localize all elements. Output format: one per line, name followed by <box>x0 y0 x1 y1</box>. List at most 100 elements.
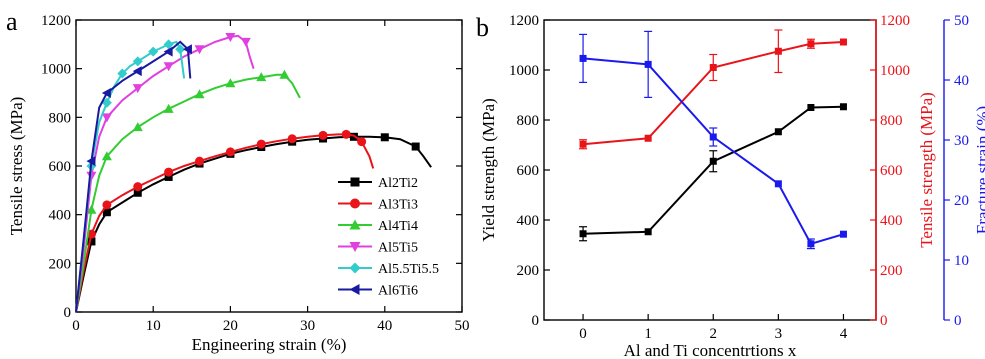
data-point <box>807 40 815 48</box>
series-line <box>75 135 432 313</box>
legend-label: Al6Ti6 <box>378 284 418 299</box>
y-tick-label: 1200 <box>41 13 71 29</box>
series-line <box>75 40 192 313</box>
legend-entry: Al4Ti4 <box>338 219 418 234</box>
series-right2 <box>579 30 847 250</box>
data-point <box>774 180 782 188</box>
legend-label: Al4Ti4 <box>378 219 418 234</box>
legend-entry: Al2Ti2 <box>338 176 418 191</box>
series-Al6Ti6 <box>75 40 192 313</box>
fracture-tick-label: 0 <box>954 313 962 329</box>
data-point <box>117 68 128 79</box>
data-point <box>132 66 142 77</box>
legend-marker <box>349 284 360 295</box>
panel-b-left-y-axis-label: Yield strength (MPa) <box>479 98 498 242</box>
series-line <box>75 73 301 313</box>
fracture-tick-label: 30 <box>954 133 969 149</box>
data-point <box>709 133 717 141</box>
y-tick-label: 600 <box>49 159 72 175</box>
legend-label: Al2Ti2 <box>378 176 418 191</box>
data-point <box>175 44 186 55</box>
series-Al3Ti3 <box>75 129 375 313</box>
tensile-tick-label: 400 <box>880 213 903 229</box>
panel-b-x-axis-label: Al and Ti concentrtions x <box>624 341 797 359</box>
left-y-tick-label: 400 <box>517 213 540 229</box>
x-tick-label: 3 <box>775 326 783 342</box>
data-point <box>807 104 815 111</box>
data-point <box>164 167 174 177</box>
data-point <box>225 33 236 43</box>
legend-label: Al5Ti5 <box>378 241 418 256</box>
x-tick-label: 30 <box>300 318 315 334</box>
data-point <box>256 139 266 149</box>
fracture-tick-label: 50 <box>954 13 969 29</box>
data-point <box>225 147 235 157</box>
data-point <box>163 62 174 72</box>
tensile-tick-label: 1200 <box>880 13 910 29</box>
panel-a-series <box>75 33 432 313</box>
x-tick-label: 0 <box>579 326 587 342</box>
legend-marker <box>350 177 360 187</box>
data-point <box>87 237 96 246</box>
series-Al4Ti4 <box>75 69 301 313</box>
series-line <box>583 41 844 146</box>
x-tick-label: 10 <box>146 318 161 334</box>
legend-marker <box>349 262 361 274</box>
data-point <box>709 157 717 165</box>
x-tick-label: 1 <box>644 326 652 342</box>
data-point <box>287 134 297 144</box>
data-point <box>102 200 112 210</box>
legend-marker <box>350 198 360 209</box>
data-point <box>101 151 112 161</box>
data-point <box>194 45 205 55</box>
panel-a: a 0 10 20 30 40 50 0 200 400 600 800 1000 1200 Engin… <box>6 7 470 354</box>
data-point <box>357 137 367 147</box>
data-point <box>86 156 96 167</box>
x-tick-label: 4 <box>840 326 848 342</box>
panel-a-y-axis-label: Tensile stress (MPa) <box>7 97 26 236</box>
data-point <box>86 204 97 214</box>
data-point <box>182 44 192 55</box>
series-right1 <box>579 29 847 150</box>
legend-entry: Al5.5Ti5.5 <box>338 262 439 277</box>
data-point <box>579 230 587 238</box>
data-point <box>839 230 847 238</box>
x-tick-label: 50 <box>455 318 470 334</box>
series-Al5Ti5 <box>75 33 255 313</box>
data-point <box>101 97 112 108</box>
data-point <box>411 142 420 151</box>
y-tick-label: 200 <box>49 256 72 272</box>
left-y-tick-label: 1200 <box>509 13 539 29</box>
panel-a-ticks: 0 10 20 30 40 50 0 200 400 600 800 1000 1200 <box>41 13 470 334</box>
fracture-tick-label: 20 <box>954 193 969 209</box>
data-point <box>644 228 652 236</box>
panel-b-tensile-axis-label: Tensile strength (MPa) <box>917 92 936 248</box>
data-point <box>807 240 815 248</box>
x-tick-label: 20 <box>223 318 238 334</box>
data-point <box>101 88 111 98</box>
data-point <box>132 122 143 132</box>
panel-a-x-axis-label: Engineering strain (%) <box>192 335 347 354</box>
left-y-tick-label: 600 <box>517 163 540 179</box>
data-point <box>132 84 143 94</box>
legend-entry: Al5Ti5 <box>338 241 418 256</box>
series-line <box>75 133 375 313</box>
series-line <box>583 105 844 235</box>
data-point <box>341 129 351 139</box>
panel-b-ticks: 0 1 2 3 402004006008001000120002004006008001… <box>509 13 969 342</box>
data-point <box>194 89 205 99</box>
left-y-tick-label: 200 <box>517 263 540 279</box>
series-left <box>579 103 847 242</box>
legend-entry: Al3Ti3 <box>338 198 418 213</box>
data-point <box>579 140 587 148</box>
data-point <box>163 103 174 113</box>
data-point <box>163 46 173 57</box>
series-line <box>583 57 844 245</box>
tensile-tick-label: 1000 <box>880 63 910 79</box>
data-point <box>102 208 111 217</box>
data-point <box>195 156 205 166</box>
data-point <box>279 69 290 79</box>
data-point <box>380 133 389 142</box>
panel-b-series <box>579 29 847 250</box>
